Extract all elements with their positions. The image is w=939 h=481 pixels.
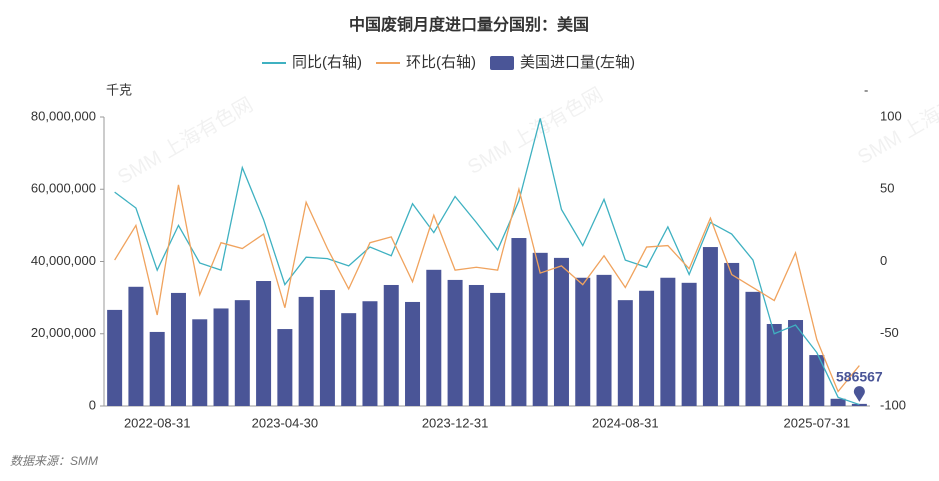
y-tick-label: 0	[89, 397, 96, 412]
y2-unit: -	[864, 82, 868, 97]
bar	[149, 331, 165, 406]
y2-tick-label: -100	[880, 397, 906, 412]
bar	[511, 238, 527, 406]
bar	[234, 300, 250, 406]
legend-label: 环比(右轴)	[406, 54, 476, 71]
pin	[853, 386, 865, 402]
watermark: SMM 上海有色网	[464, 83, 607, 179]
legend-label: 同比(右轴)	[292, 54, 362, 71]
bar	[702, 247, 718, 406]
bar	[660, 277, 676, 406]
bar	[724, 262, 740, 406]
bar	[426, 269, 442, 406]
x-tick-label: 2024-08-31	[592, 415, 659, 430]
x-tick-label: 2025-07-31	[784, 415, 851, 430]
bar	[277, 329, 293, 406]
bar	[639, 290, 655, 406]
bar	[213, 308, 229, 406]
y2-tick-label: -50	[880, 325, 899, 340]
bar	[468, 284, 484, 406]
y2-tick-label: 100	[880, 108, 902, 123]
bar	[405, 301, 421, 406]
bar	[107, 309, 123, 406]
source: 数据来源：SMM	[10, 454, 98, 468]
y-tick-label: 20,000,000	[31, 325, 96, 340]
data-label: 586567	[836, 369, 883, 385]
legend-swatch	[490, 56, 514, 70]
watermark: SMM 上海有色网	[114, 93, 257, 189]
bar	[681, 282, 697, 406]
bar	[788, 320, 804, 406]
bar	[447, 279, 463, 406]
bar	[192, 319, 208, 406]
bar	[319, 290, 335, 406]
bar	[575, 277, 591, 406]
y-unit: 千克	[106, 82, 132, 97]
bar	[596, 274, 612, 406]
line	[114, 184, 860, 393]
bar	[362, 301, 378, 406]
x-tick-label: 2023-04-30	[252, 415, 319, 430]
bar	[766, 323, 782, 406]
bar	[490, 292, 506, 406]
bar	[830, 398, 846, 406]
chart-title: 中国废铜月度进口量分国别：美国	[349, 15, 589, 34]
x-tick-label: 2023-12-31	[422, 415, 489, 430]
y-tick-label: 40,000,000	[31, 253, 96, 268]
bar	[553, 257, 569, 406]
bar	[128, 286, 144, 406]
bar	[383, 284, 399, 406]
y2-tick-label: 0	[880, 253, 887, 268]
bar	[256, 281, 272, 406]
y-tick-label: 60,000,000	[31, 181, 96, 196]
bar	[298, 296, 314, 406]
y-tick-label: 80,000,000	[31, 108, 96, 123]
x-tick-label: 2022-08-31	[124, 415, 191, 430]
bar	[809, 355, 825, 406]
bar	[341, 313, 357, 406]
bar	[170, 292, 186, 406]
line	[114, 118, 860, 406]
bar	[851, 403, 867, 406]
bar	[617, 300, 633, 406]
legend-label: 美国进口量(左轴)	[520, 54, 635, 71]
bar	[745, 291, 761, 406]
y2-tick-label: 50	[880, 181, 894, 196]
bar	[532, 252, 548, 406]
